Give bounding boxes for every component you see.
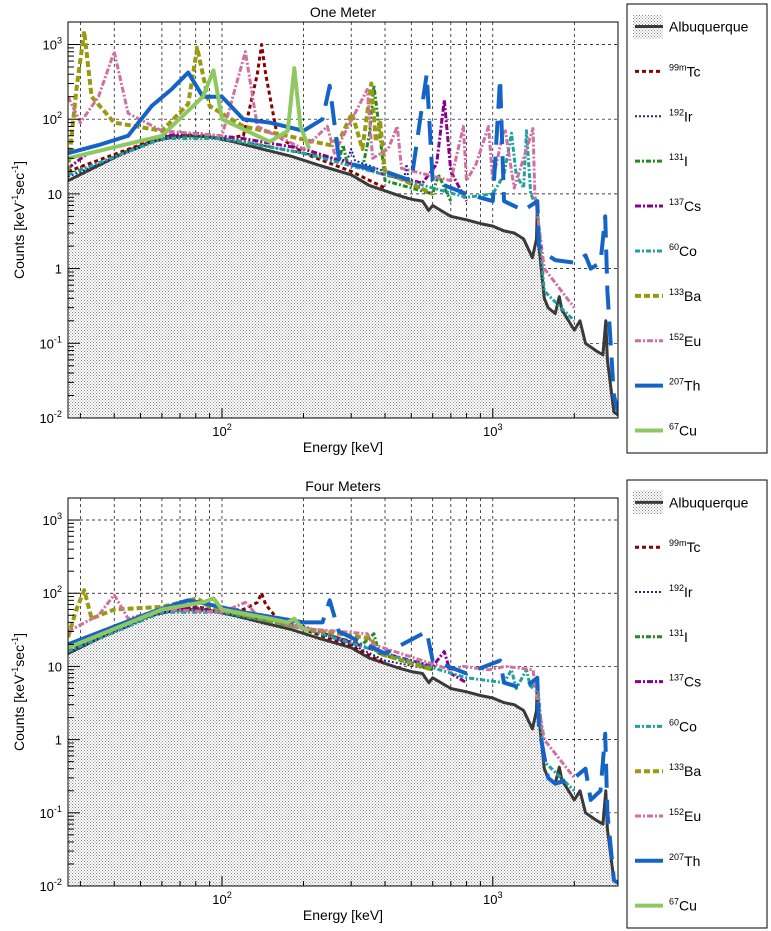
legend-label: 207Th bbox=[669, 852, 700, 869]
y-tick-label: 1 bbox=[55, 733, 62, 748]
legend-item-ba133: 133Ba bbox=[635, 762, 701, 779]
y-tick-label: 10-1 bbox=[39, 804, 62, 821]
plot-area bbox=[68, 29, 618, 418]
legend-item-tc99m: 99mTc bbox=[635, 62, 701, 79]
x-tick-label: 103 bbox=[483, 890, 503, 907]
legend-label: 137Cs bbox=[669, 197, 701, 214]
legend-item-ir192: 192Ir bbox=[635, 107, 693, 124]
legend-item-i131: 131I bbox=[635, 628, 688, 645]
y-tick-label: 102 bbox=[42, 110, 62, 127]
series-th207-line-high bbox=[302, 72, 618, 413]
series-eu152-line bbox=[68, 593, 576, 779]
series-co60-line bbox=[68, 129, 576, 322]
legend-label: 60Co bbox=[669, 717, 697, 734]
y-tick-label: 10-2 bbox=[39, 877, 62, 894]
series-th207-line bbox=[68, 70, 304, 156]
series-cu67-line bbox=[68, 66, 312, 161]
legend: Albuquerque 99mTc 192Ir 131I 137Cs 60Co 133Ba 1… bbox=[626, 3, 768, 454]
series-albuquerque-fill bbox=[68, 609, 618, 886]
x-tick-label: 102 bbox=[212, 890, 232, 907]
series-cs137-line bbox=[68, 606, 468, 684]
legend-item-eu152: 152Eu bbox=[635, 807, 701, 824]
y-tick-label: 10 bbox=[48, 187, 62, 202]
plot-frame bbox=[67, 497, 619, 887]
plot-frame bbox=[67, 21, 619, 419]
legend-item-cu67: 67Cu bbox=[635, 897, 697, 914]
legend-label: 207Th bbox=[669, 377, 700, 394]
legend-item-i131: 131I bbox=[635, 152, 688, 169]
legend-item-co60: 60Co bbox=[635, 242, 697, 259]
legend-label: Albuquerque bbox=[669, 18, 749, 34]
x-tick-label: 102 bbox=[212, 422, 232, 439]
legend-label: 152Eu bbox=[669, 807, 701, 824]
series-ir192-line bbox=[68, 134, 434, 195]
legend-label: 152Eu bbox=[669, 332, 701, 349]
y-tick-label: 103 bbox=[42, 511, 62, 528]
y-tick-label: 10 bbox=[48, 659, 62, 674]
y-tick-label: 103 bbox=[42, 35, 62, 52]
legend-item-cu67: 67Cu bbox=[635, 422, 697, 439]
x-tick-label: 103 bbox=[483, 422, 503, 439]
plot-area bbox=[68, 588, 618, 886]
legend-item-ba133: 133Ba bbox=[635, 287, 701, 304]
axes: 102 103 10-2 10-1 1 10 102 103 bbox=[39, 497, 575, 907]
legend-label: 133Ba bbox=[669, 287, 701, 304]
legend-item-ir192: 192Ir bbox=[635, 583, 693, 600]
legend-label: 131I bbox=[669, 152, 688, 169]
series-eu152-line bbox=[68, 50, 576, 309]
axes: 102 103 10-2 10-1 1 10 102 103 bbox=[39, 21, 575, 439]
legend-label: 137Cs bbox=[669, 673, 701, 690]
y-tick-label: 10-2 bbox=[39, 409, 62, 426]
x-axis-label: Energy [keV] bbox=[303, 439, 383, 455]
legend-item-th207: 207Th bbox=[635, 852, 700, 869]
legend-item-cs137: 137Cs bbox=[635, 197, 701, 214]
legend-box bbox=[626, 479, 768, 929]
legend-item-albuquerque: Albuquerque bbox=[633, 490, 749, 515]
legend-label: 67Cu bbox=[669, 897, 697, 914]
y-axis-label: Counts [keV-1sec-1] bbox=[10, 633, 27, 751]
panel-title: Four Meters bbox=[305, 478, 380, 494]
legend-box bbox=[626, 3, 768, 454]
legend-label: 67Cu bbox=[669, 422, 697, 439]
series-ba133-line bbox=[68, 29, 434, 196]
y-tick-label: 102 bbox=[42, 584, 62, 601]
y-tick-label: 1 bbox=[55, 262, 62, 277]
legend-label: Albuquerque bbox=[669, 494, 749, 510]
legend-item-th207: 207Th bbox=[635, 377, 700, 394]
panel-title: One Meter bbox=[310, 4, 376, 20]
series-albuquerque-fill bbox=[68, 135, 618, 418]
legend-label: 192Ir bbox=[669, 107, 693, 124]
legend-item-cs137: 137Cs bbox=[635, 673, 701, 690]
legend-label: 99mTc bbox=[669, 62, 701, 79]
legend-item-albuquerque: Albuquerque bbox=[633, 14, 749, 39]
panel-one-meter: One Meter 102 103 10-2 10-1 1 10 102 103 Energy… bbox=[10, 3, 768, 455]
panel-four-meters: Four Meters 102 103 10-2 10-1 1 10 102 103 Ener… bbox=[10, 478, 768, 929]
series-ba133-line bbox=[68, 588, 434, 672]
y-axis-label: Counts [keV-1sec-1] bbox=[10, 161, 27, 279]
legend-item-tc99m: 99mTc bbox=[635, 538, 701, 555]
legend-label: 133Ba bbox=[669, 762, 701, 779]
legend-item-eu152: 152Eu bbox=[635, 332, 701, 349]
y-tick-label: 10-1 bbox=[39, 334, 62, 351]
legend-label: 60Co bbox=[669, 242, 697, 259]
legend-label: 192Ir bbox=[669, 583, 693, 600]
legend-item-co60: 60Co bbox=[635, 717, 697, 734]
x-axis-label: Energy [keV] bbox=[303, 907, 383, 923]
legend-label: 131I bbox=[669, 628, 688, 645]
legend-label: 99mTc bbox=[669, 538, 701, 555]
series-th207-line-high bbox=[303, 598, 618, 885]
legend: Albuquerque 99mTc 192Ir 131I 137Cs 60Co 133Ba 1… bbox=[626, 479, 768, 929]
series-cu67-line bbox=[68, 596, 311, 650]
